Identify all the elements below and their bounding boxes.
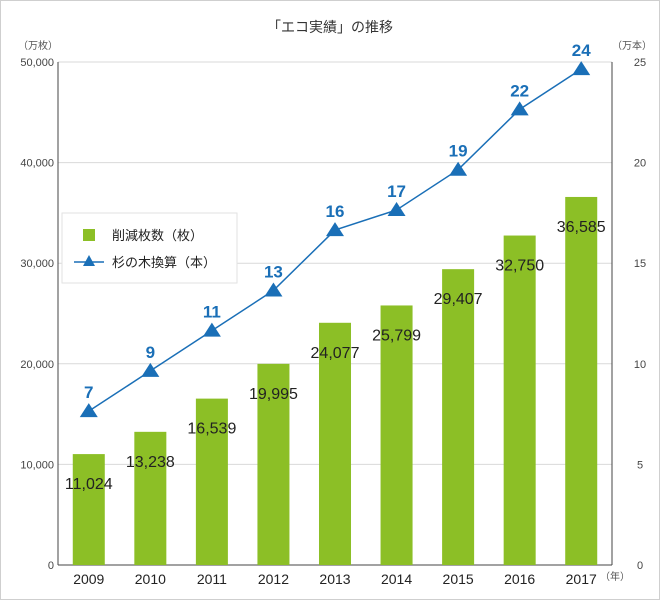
y2-tick-label: 10 bbox=[634, 359, 646, 371]
bar bbox=[134, 431, 167, 565]
bar-value-label: 19,995 bbox=[249, 386, 298, 403]
line-value-label: 13 bbox=[264, 262, 283, 281]
y-tick-label: 0 bbox=[48, 560, 54, 572]
line-value-label: 24 bbox=[572, 41, 591, 60]
bar-value-label: 16,539 bbox=[187, 421, 236, 438]
bar bbox=[195, 398, 228, 565]
bar bbox=[442, 269, 475, 565]
y-tick-label: 40,000 bbox=[20, 158, 54, 170]
triangle-marker bbox=[202, 322, 221, 337]
bar bbox=[503, 235, 536, 565]
bar-value-label: 29,407 bbox=[434, 291, 483, 308]
line-value-label: 19 bbox=[449, 142, 468, 161]
chart-title: 「エコ実績」の推移 bbox=[267, 20, 393, 36]
y-tick-label: 20,000 bbox=[20, 359, 54, 371]
line-series bbox=[79, 61, 591, 418]
right-axis-unit: （万本） bbox=[612, 39, 652, 52]
bar-value-label: 32,750 bbox=[495, 258, 544, 275]
triangle-marker bbox=[326, 222, 344, 237]
legend-bar-label: 削減枚数（枚） bbox=[112, 228, 203, 244]
x-tick-label: 2011 bbox=[197, 571, 227, 587]
bar-value-label: 24,077 bbox=[311, 345, 360, 362]
bar-value-label: 36,585 bbox=[557, 219, 606, 236]
y2-tick-label: 0 bbox=[637, 560, 643, 572]
line-value-label: 17 bbox=[387, 182, 406, 201]
bar bbox=[72, 454, 105, 565]
x-tick-label: 2009 bbox=[73, 571, 104, 587]
line-value-label: 16 bbox=[326, 202, 345, 221]
triangle-marker bbox=[79, 403, 98, 418]
x-axis-unit: （年） bbox=[600, 570, 630, 583]
bar bbox=[318, 322, 352, 565]
bar-series bbox=[72, 196, 598, 565]
axes: 0 10,000 20,000 30,000 40,000 50,000 0 5 10 15 20 2… bbox=[20, 57, 646, 587]
y-tick-label: 50,000 bbox=[20, 57, 54, 69]
triangle-marker bbox=[387, 201, 406, 216]
x-tick-label: 2010 bbox=[135, 571, 166, 587]
x-tick-label: 2014 bbox=[381, 571, 412, 587]
bar bbox=[565, 196, 598, 565]
y2-tick-label: 5 bbox=[637, 459, 643, 471]
legend-line-label: 杉の木換算（本） bbox=[112, 256, 216, 271]
line-value-label: 7 bbox=[84, 383, 93, 402]
bar bbox=[380, 305, 413, 565]
bar-value-label: 13,238 bbox=[126, 454, 175, 471]
x-tick-label: 2015 bbox=[443, 571, 474, 587]
x-tick-label: 2016 bbox=[504, 571, 535, 587]
legend: 削減枚数（枚） 杉の木換算（本） bbox=[61, 212, 238, 284]
y-tick-label: 10,000 bbox=[20, 459, 54, 471]
x-tick-label: 2013 bbox=[319, 571, 350, 587]
y-tick-label: 30,000 bbox=[20, 258, 54, 270]
bar-value-label: 25,799 bbox=[372, 327, 421, 344]
legend-box bbox=[61, 212, 238, 284]
data-labels: 11,024 13,238 16,539 19,995 24,077 25,799 29,4… bbox=[65, 41, 606, 493]
triangle-marker bbox=[141, 362, 160, 377]
bar-value-label: 11,024 bbox=[65, 476, 113, 493]
left-axis-unit: （万枚） bbox=[18, 39, 58, 52]
y2-tick-label: 25 bbox=[634, 57, 646, 69]
x-tick-label: 2012 bbox=[258, 571, 289, 587]
triangle-marker bbox=[572, 61, 591, 76]
legend-triangle-marker bbox=[83, 255, 95, 266]
line-value-label: 11 bbox=[203, 303, 221, 322]
x-tick-label: 2017 bbox=[566, 571, 597, 587]
y2-tick-label: 15 bbox=[634, 258, 646, 270]
line-value-label: 9 bbox=[146, 343, 155, 362]
y2-tick-label: 20 bbox=[634, 158, 646, 170]
line-value-label: 22 bbox=[510, 81, 529, 100]
triangle-marker bbox=[510, 101, 529, 116]
triangle-marker bbox=[264, 282, 283, 297]
bar bbox=[257, 363, 290, 565]
triangle-marker bbox=[449, 161, 468, 176]
legend-bar-swatch bbox=[83, 229, 95, 241]
